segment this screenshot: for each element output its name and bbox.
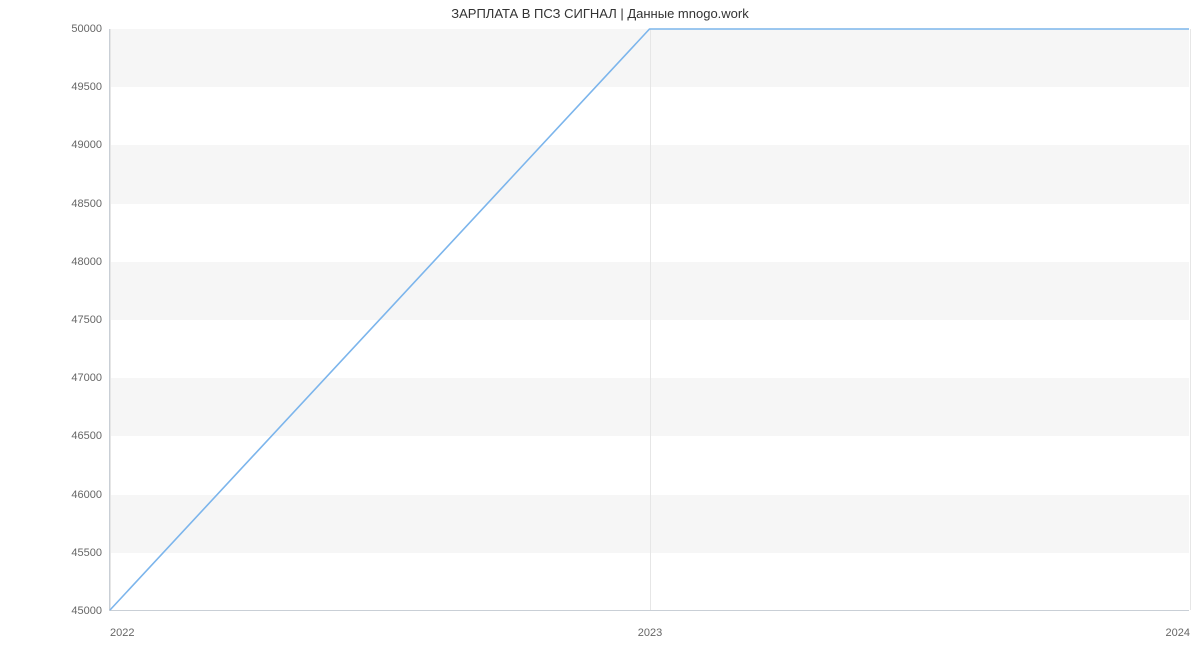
line-series-svg [110, 29, 1189, 610]
y-axis-tick-label: 49000 [71, 139, 110, 151]
series-line-salary [110, 29, 1189, 610]
x-axis-tick-label: 2024 [1166, 627, 1190, 639]
y-axis-tick-label: 48500 [71, 198, 110, 210]
y-axis-tick-label: 49500 [71, 81, 110, 93]
y-axis-tick-label: 48000 [71, 256, 110, 268]
y-axis-tick-label: 46500 [71, 430, 110, 442]
chart-title: ЗАРПЛАТА В ПСЗ СИГНАЛ | Данные mnogo.wor… [0, 6, 1200, 21]
salary-line-chart: ЗАРПЛАТА В ПСЗ СИГНАЛ | Данные mnogo.wor… [0, 0, 1200, 650]
y-axis-tick-label: 45500 [71, 547, 110, 559]
y-axis-tick-label: 47000 [71, 372, 110, 384]
x-axis-tick-label: 2022 [110, 627, 134, 639]
x-axis-tick-label: 2023 [638, 627, 662, 639]
gridline-vertical [1190, 29, 1191, 610]
y-axis-tick-label: 47500 [71, 314, 110, 326]
y-axis-tick-label: 50000 [71, 23, 110, 35]
y-axis-tick-label: 45000 [71, 605, 110, 617]
y-axis-tick-label: 46000 [71, 489, 110, 501]
plot-area: 4500045500460004650047000475004800048500… [109, 29, 1189, 611]
